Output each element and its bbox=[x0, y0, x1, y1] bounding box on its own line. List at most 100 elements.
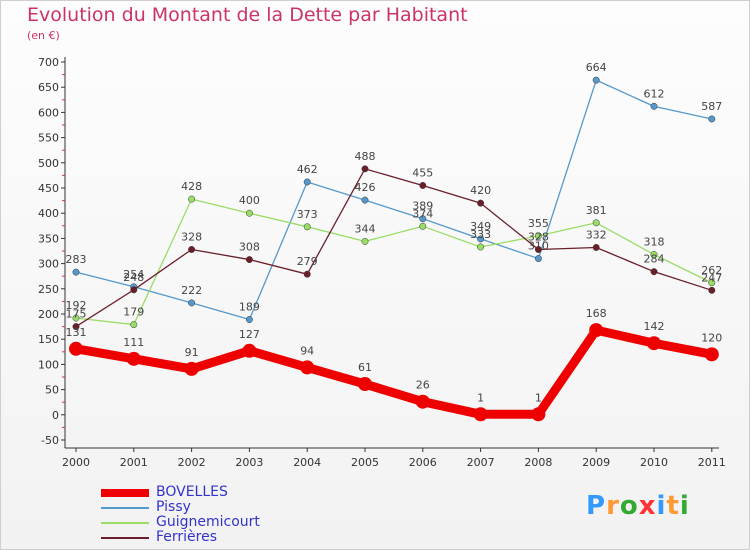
data-point bbox=[589, 323, 604, 338]
x-tick-label: 2002 bbox=[178, 456, 206, 469]
data-point bbox=[650, 251, 658, 258]
x-tick-label: 2006 bbox=[409, 456, 437, 469]
legend-label: Guignemicourt bbox=[156, 514, 260, 530]
y-tick-label: 350 bbox=[38, 232, 59, 245]
data-label: 428 bbox=[181, 180, 202, 193]
data-point bbox=[592, 219, 600, 227]
data-point bbox=[477, 243, 485, 251]
data-label: 127 bbox=[239, 328, 260, 341]
x-tick-label: 2011 bbox=[698, 456, 726, 469]
data-point bbox=[242, 343, 257, 358]
data-point bbox=[419, 182, 427, 189]
data-label: 612 bbox=[644, 87, 665, 100]
x-tick-label: 2007 bbox=[467, 456, 495, 469]
data-label: 120 bbox=[701, 331, 722, 344]
data-label: 131 bbox=[66, 326, 87, 339]
data-label: 587 bbox=[701, 100, 722, 113]
data-point bbox=[361, 165, 369, 173]
data-point bbox=[473, 407, 488, 422]
data-point bbox=[708, 286, 716, 294]
data-point bbox=[647, 336, 661, 351]
data-label: 328 bbox=[181, 230, 202, 243]
legend-swatch bbox=[101, 522, 149, 524]
data-point bbox=[69, 341, 83, 356]
x-tick-label: 2003 bbox=[235, 456, 263, 469]
data-label: 222 bbox=[181, 284, 202, 297]
data-label: 248 bbox=[123, 271, 144, 284]
y-tick-label: -50 bbox=[41, 434, 59, 447]
data-label: 374 bbox=[412, 207, 433, 220]
data-point bbox=[534, 232, 542, 240]
y-tick-label: 650 bbox=[38, 81, 59, 94]
y-tick-label: 0 bbox=[52, 409, 59, 422]
series-line bbox=[75, 325, 713, 419]
data-label: 349 bbox=[470, 220, 491, 233]
data-point bbox=[303, 270, 311, 278]
data-label: 426 bbox=[355, 181, 376, 194]
y-tick-label: 400 bbox=[38, 207, 59, 220]
data-label: 344 bbox=[355, 222, 376, 235]
x-tick-label: 2000 bbox=[62, 456, 90, 469]
legend-swatch bbox=[101, 507, 149, 509]
data-label: 94 bbox=[300, 344, 314, 357]
series-line bbox=[75, 79, 712, 321]
data-point bbox=[130, 286, 138, 294]
series-line bbox=[75, 168, 712, 328]
data-label: 283 bbox=[66, 253, 87, 266]
data-point bbox=[531, 407, 546, 422]
data-point bbox=[303, 178, 311, 186]
data-label: 247 bbox=[701, 271, 722, 284]
data-label: 279 bbox=[297, 255, 318, 268]
legend-label: BOVELLES bbox=[156, 484, 228, 500]
data-point bbox=[245, 209, 253, 217]
x-tick-label: 2001 bbox=[120, 456, 148, 469]
x-tick-label: 2004 bbox=[293, 456, 321, 469]
data-point bbox=[477, 235, 485, 243]
data-label: 664 bbox=[586, 61, 607, 74]
data-label: 61 bbox=[358, 361, 372, 374]
data-point bbox=[534, 255, 542, 263]
data-point bbox=[592, 76, 600, 84]
x-tick-label: 2008 bbox=[524, 456, 552, 469]
data-label: 373 bbox=[297, 208, 318, 221]
chart-subtitle: (en €) bbox=[27, 29, 60, 42]
data-label: 318 bbox=[644, 236, 665, 249]
data-point bbox=[415, 394, 430, 409]
y-tick-label: 150 bbox=[38, 333, 59, 346]
data-label: 254 bbox=[123, 268, 144, 281]
data-label: 91 bbox=[185, 346, 199, 359]
data-label: 179 bbox=[123, 306, 144, 319]
data-point bbox=[130, 321, 138, 329]
y-tick-label: 250 bbox=[38, 283, 59, 296]
data-label: 192 bbox=[66, 299, 87, 312]
data-label: 381 bbox=[586, 204, 607, 217]
data-point bbox=[419, 215, 427, 223]
y-tick-label: 600 bbox=[38, 106, 59, 119]
data-label: 26 bbox=[416, 379, 430, 392]
data-point bbox=[126, 351, 141, 366]
data-label: 455 bbox=[412, 166, 433, 179]
data-label: 333 bbox=[470, 228, 491, 241]
data-point bbox=[419, 222, 427, 230]
x-tick-label: 2009 bbox=[582, 456, 610, 469]
data-label: 400 bbox=[239, 194, 260, 207]
data-label: 420 bbox=[470, 184, 491, 197]
data-label: 332 bbox=[586, 228, 607, 241]
data-point bbox=[245, 256, 253, 264]
legend-swatch bbox=[101, 537, 149, 539]
data-point bbox=[534, 246, 542, 253]
data-point bbox=[72, 268, 80, 276]
y-tick-label: 450 bbox=[38, 182, 59, 195]
legend-label: Ferrières bbox=[156, 529, 218, 545]
data-point bbox=[361, 196, 369, 204]
chart-title: Evolution du Montant de la Dette par Hab… bbox=[27, 4, 468, 26]
y-tick-label: 100 bbox=[38, 358, 59, 371]
y-tick-label: 300 bbox=[38, 258, 59, 271]
data-label: 488 bbox=[355, 150, 376, 163]
x-tick-label: 2010 bbox=[640, 456, 668, 469]
data-point bbox=[245, 316, 253, 323]
data-point bbox=[650, 268, 658, 276]
y-tick-label: 200 bbox=[38, 308, 59, 321]
data-point bbox=[592, 244, 600, 251]
